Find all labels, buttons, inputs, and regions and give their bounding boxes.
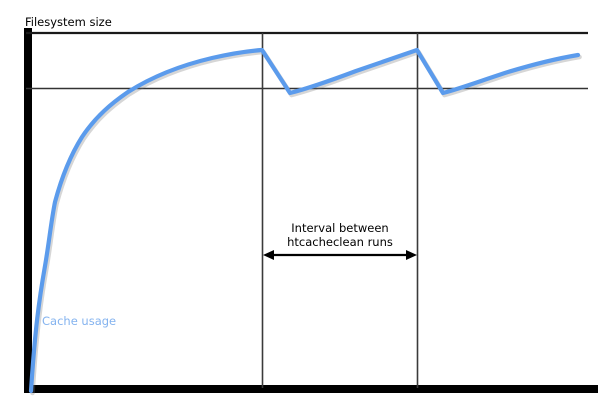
- interval-label-line2: htcacheclean runs: [287, 235, 393, 249]
- filesystem-size-label: Filesystem size: [25, 15, 112, 29]
- cache-usage-curve: [28, 47, 581, 394]
- interval-arrow-head-right: [406, 250, 417, 260]
- interval-arrow-head-left: [263, 250, 274, 260]
- interval-label-line1: Interval between: [291, 221, 388, 235]
- cache-usage-label: Cache usage: [42, 314, 116, 328]
